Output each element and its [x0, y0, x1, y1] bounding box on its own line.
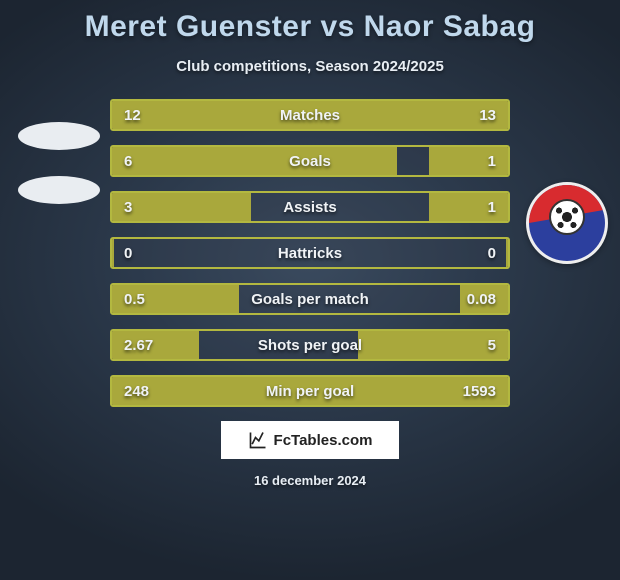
metric-label: Hattricks — [112, 239, 508, 267]
watermark: FcTables.com — [221, 421, 399, 459]
metric-label: Shots per goal — [112, 331, 508, 359]
metric-label: Goals per match — [112, 285, 508, 313]
metric-row: 61Goals — [110, 145, 510, 177]
chart-icon — [248, 430, 268, 450]
metric-row: 2481593Min per goal — [110, 375, 510, 407]
metric-row: 31Assists — [110, 191, 510, 223]
comparison-chart: 1213Matches 61Goals 31Assists 00Hattricks 0.… — [0, 99, 620, 407]
metric-label: Matches — [112, 101, 508, 129]
subtitle: Club competitions, Season 2024/2025 — [0, 58, 620, 75]
metric-label: Min per goal — [112, 377, 508, 405]
page-title: Meret Guenster vs Naor Sabag — [0, 0, 620, 44]
metric-row: 1213Matches — [110, 99, 510, 131]
metric-row: 00Hattricks — [110, 237, 510, 269]
watermark-text: FcTables.com — [274, 432, 373, 449]
metric-row: 2.675Shots per goal — [110, 329, 510, 361]
metric-row: 0.50.08Goals per match — [110, 283, 510, 315]
metric-label: Goals — [112, 147, 508, 175]
date-label: 16 december 2024 — [0, 473, 620, 488]
metric-label: Assists — [112, 193, 508, 221]
